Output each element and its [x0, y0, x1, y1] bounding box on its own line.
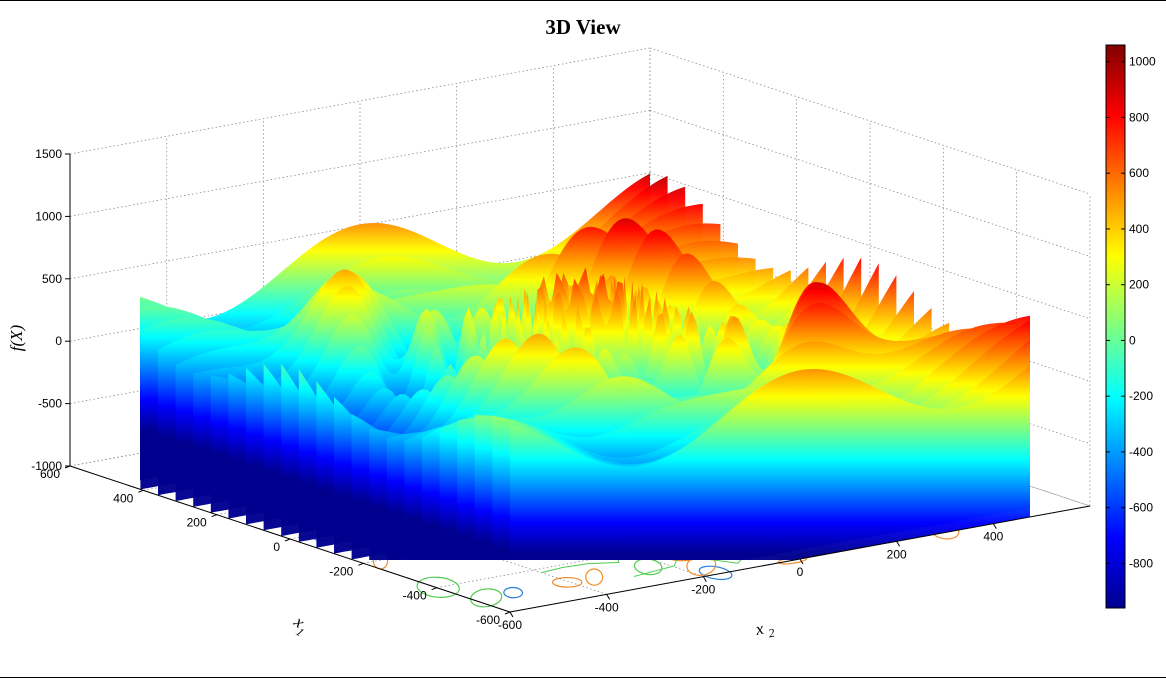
- x2-tick-label: -400: [595, 600, 619, 614]
- chart-title: 3D View: [545, 15, 621, 39]
- grid-line: [649, 47, 1091, 195]
- x2-tick-label: 400: [983, 530, 1003, 544]
- grid-line: [166, 447, 607, 595]
- contour-line: [698, 565, 733, 581]
- contour-line: [633, 558, 663, 576]
- tick-labels: -600 -400 -200 0 200 400 600 -600 -400 -200 0 200 40…: [31, 147, 1003, 632]
- x1-tick-label: 200: [187, 516, 207, 530]
- z-axis-label: f(X): [7, 324, 26, 351]
- contour-line: [585, 568, 604, 586]
- contour-line: [416, 576, 460, 598]
- z-tick-label: -1000: [31, 459, 62, 473]
- x1-tick-label: 600: [40, 467, 60, 481]
- x1-tick: [504, 611, 511, 615]
- x2-tick-label: 200: [887, 547, 907, 561]
- z-tick-label: 500: [42, 272, 62, 286]
- contour-line: [551, 576, 583, 588]
- x2-tick: [799, 558, 804, 565]
- x1-tick: [211, 514, 217, 518]
- x2-tick: [702, 576, 707, 582]
- colorbar-ticks: -800 -600 -400 -200 0 200 400 600 800 1000: [1106, 55, 1156, 570]
- grid-line: [649, 172, 1091, 320]
- colorbar-tick-label: 0: [1129, 333, 1136, 347]
- z-tick-label: 1500: [35, 147, 62, 161]
- colorbar-tick-label: -600: [1129, 501, 1153, 515]
- colorbar: [1105, 44, 1126, 609]
- x1-tick: [431, 587, 437, 591]
- z-tick-label: 0: [55, 334, 62, 348]
- x1-tick-label: 0: [273, 540, 280, 554]
- colorbar-tick-label: -800: [1129, 556, 1153, 570]
- colorbar-tick-label: 400: [1129, 222, 1149, 236]
- colorbar-tick-label: 200: [1129, 278, 1149, 292]
- z-tick-label: 1000: [35, 209, 62, 223]
- x2-tick-label: -200: [691, 583, 715, 597]
- grid-line: [69, 47, 651, 155]
- colorbar-tick-label: -400: [1129, 445, 1153, 459]
- x2-tick: [896, 541, 901, 547]
- x1-tick-label: 400: [113, 491, 133, 505]
- axes: [64, 153, 1091, 618]
- grid-line: [649, 110, 1091, 257]
- colorbar-tick-label: 800: [1129, 110, 1149, 124]
- colorbar-tick-label: -200: [1129, 389, 1153, 403]
- x2-tick-label: 0: [797, 565, 804, 579]
- x1-tick-label: -600: [476, 613, 500, 627]
- surface-strip: [510, 365, 1030, 560]
- surface-plot: [140, 173, 1030, 560]
- x2-tick: [606, 594, 611, 600]
- x1-tick-label: -200: [329, 564, 353, 578]
- x1-tick: [358, 562, 364, 566]
- x1-tick: [284, 538, 291, 542]
- colorbar-tick-label: 1000: [1129, 55, 1156, 69]
- x2-tick: [509, 611, 514, 618]
- contour-line: [470, 588, 503, 608]
- x2-tick: [992, 523, 997, 529]
- x1-axis-label: x1: [287, 612, 313, 640]
- x2-tick-label: -600: [498, 618, 522, 632]
- x1-tick-label: -400: [403, 589, 427, 603]
- colorbar-tick-label: 600: [1129, 166, 1149, 180]
- contour-line: [503, 586, 524, 599]
- x1-tick: [138, 489, 144, 493]
- z-tick-label: -500: [38, 397, 62, 411]
